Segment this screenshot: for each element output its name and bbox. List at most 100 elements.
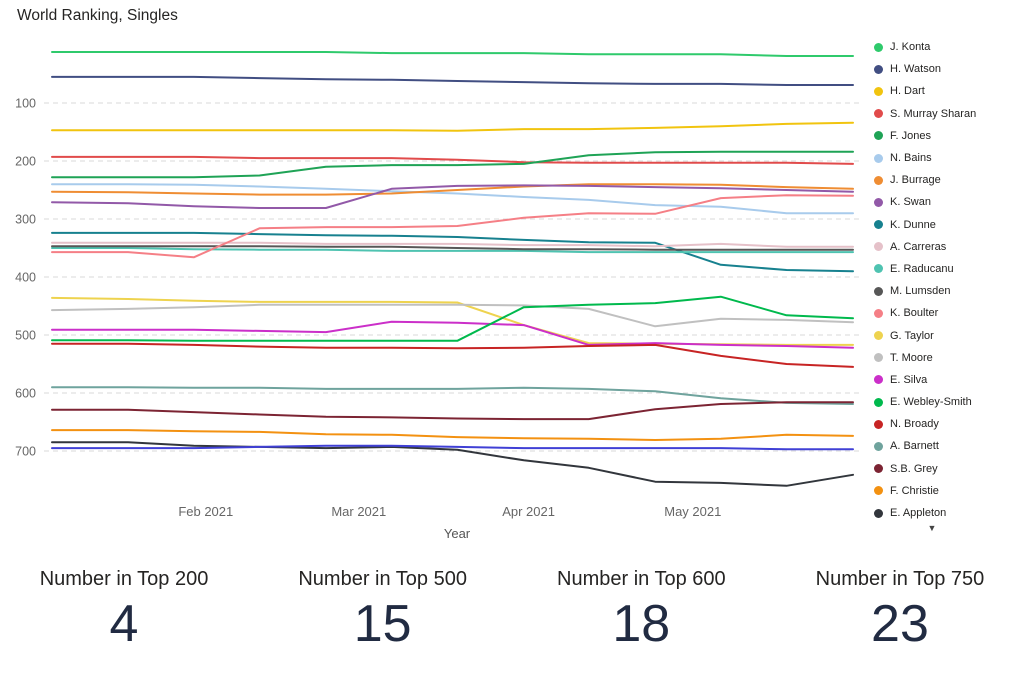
kpi-value: 23: [871, 595, 929, 653]
legend-color-dot: [874, 42, 883, 52]
legend-item-n-broady[interactable]: N. Broady: [874, 413, 1022, 435]
legend-item-h-watson[interactable]: H. Watson: [874, 58, 1022, 80]
legend-item-label: H. Watson: [890, 63, 941, 76]
legend-color-dot: [874, 375, 883, 385]
legend-item-j-burrage[interactable]: J. Burrage: [874, 169, 1022, 191]
legend-overflow-button[interactable]: ▼: [924, 522, 940, 534]
series-line-k-boulter[interactable]: [51, 194, 854, 259]
series-line-f-jones[interactable]: [51, 150, 854, 179]
legend-item-k-boulter[interactable]: K. Boulter: [874, 302, 1022, 324]
legend-item-k-swan[interactable]: K. Swan: [874, 191, 1022, 213]
y-tick-label: 200: [15, 155, 36, 169]
series-line-j-burrage[interactable]: [51, 183, 854, 196]
series-line-hidden[interactable]: [51, 444, 854, 451]
legend-item-t-moore[interactable]: T. Moore: [874, 347, 1022, 369]
legend-item-label: T. Moore: [890, 351, 933, 364]
legend-item-a-carreras[interactable]: A. Carreras: [874, 236, 1022, 258]
legend-color-dot: [874, 464, 883, 474]
legend-item-e-webley-smith[interactable]: E. Webley-Smith: [874, 391, 1022, 413]
x-axis-title: Year: [444, 526, 471, 541]
series-line-n-bains[interactable]: [51, 183, 854, 215]
kpi-value: 4: [109, 595, 139, 653]
legend-item-label: E. Raducanu: [890, 262, 954, 275]
legend-color-dot: [874, 197, 883, 207]
legend-color-dot: [874, 109, 883, 119]
legend-item-m-lumsden[interactable]: M. Lumsden: [874, 280, 1022, 302]
legend-item-label: S.B. Grey: [890, 462, 938, 475]
legend-item-label: G. Taylor: [890, 329, 934, 342]
series-line-k-dunne[interactable]: [51, 231, 854, 273]
series-line-f-christie[interactable]: [51, 429, 854, 441]
y-tick-label: 500: [15, 329, 36, 343]
series-line-e-appleton[interactable]: [51, 441, 854, 487]
legend-item-g-taylor[interactable]: G. Taylor: [874, 324, 1022, 346]
series-line-s-murray-sharan[interactable]: [51, 155, 854, 165]
legend-color-dot: [874, 419, 883, 429]
kpi-label: Number in Top 600: [557, 568, 726, 590]
series-line-j-konta[interactable]: [51, 51, 854, 57]
x-tick-label: Feb 2021: [178, 504, 233, 519]
legend-item-n-bains[interactable]: N. Bains: [874, 147, 1022, 169]
legend-color-dot: [874, 286, 883, 296]
series-line-s-b-grey[interactable]: [51, 401, 854, 421]
series-line-e-webley-smith[interactable]: [51, 295, 854, 342]
legend-item-e-silva[interactable]: E. Silva: [874, 369, 1022, 391]
ranking-chart-panel: World Ranking, Singles 100 200 300 400 500 60…: [15, 7, 1022, 541]
y-tick-label: 300: [15, 213, 36, 227]
kpi-value: 18: [612, 595, 671, 653]
legend-item-label: K. Boulter: [890, 307, 939, 320]
kpi-card-top600: Number in Top 600 18: [527, 556, 755, 680]
kpi-row: Number in Top 200 4 Number in Top 500 15…: [0, 556, 1024, 680]
legend-item-label: A. Carreras: [890, 240, 947, 253]
legend-item-j-konta[interactable]: J. Konta: [874, 36, 1022, 58]
kpi-card-top750: Number in Top 750 23: [786, 556, 1014, 680]
legend-color-dot: [874, 353, 883, 363]
legend-color-dot: [874, 508, 883, 518]
series-line-t-moore[interactable]: [51, 303, 854, 328]
legend-color-dot: [874, 486, 883, 496]
series-line-k-swan[interactable]: [51, 184, 854, 209]
legend-item-h-dart[interactable]: H. Dart: [874, 80, 1022, 102]
legend-item-k-dunne[interactable]: K. Dunne: [874, 214, 1022, 236]
legend-item-label: N. Broady: [890, 418, 939, 431]
series-line-a-barnett[interactable]: [51, 386, 854, 405]
y-tick-label: 600: [15, 387, 36, 401]
legend-item-s-murray-sharan[interactable]: S. Murray Sharan: [874, 103, 1022, 125]
x-axis-labels: Feb 2021 Mar 2021 Apr 2021 May 2021: [178, 504, 721, 519]
y-axis-labels: 100 200 300 400 500 600 700: [15, 97, 36, 459]
series-line-m-lumsden[interactable]: [51, 245, 854, 251]
legend-item-e-raducanu[interactable]: E. Raducanu: [874, 258, 1022, 280]
legend-color-dot: [874, 64, 883, 74]
y-tick-label: 700: [15, 445, 36, 459]
legend-item-e-appleton[interactable]: E. Appleton: [874, 502, 1022, 524]
series-line-h-dart[interactable]: [51, 121, 854, 132]
legend-item-label: A. Barnett: [890, 440, 939, 453]
kpi-card-top200: Number in Top 200 4: [10, 556, 238, 680]
x-tick-label: Apr 2021: [502, 504, 555, 519]
legend-color-dot: [874, 131, 883, 141]
legend-item-label: F. Christie: [890, 484, 939, 497]
series-lines: [51, 51, 854, 487]
chart-legend: J. Konta H. Watson H. Dart S. Murray Sharan…: [874, 36, 1022, 524]
series-line-n-broady[interactable]: [51, 342, 854, 368]
legend-item-f-christie[interactable]: F. Christie: [874, 480, 1022, 502]
legend-item-label: S. Murray Sharan: [890, 107, 977, 120]
legend-item-label: M. Lumsden: [890, 285, 951, 298]
legend-item-label: E. Silva: [890, 373, 928, 386]
legend-color-dot: [874, 308, 883, 318]
kpi-label: Number in Top 500: [298, 568, 467, 590]
legend-item-label: J. Burrage: [890, 174, 941, 187]
series-line-e-raducanu[interactable]: [51, 247, 854, 254]
series-line-a-carreras[interactable]: [51, 241, 854, 248]
legend-item-s-b-grey[interactable]: S.B. Grey: [874, 458, 1022, 480]
series-line-e-silva[interactable]: [51, 320, 854, 349]
legend-color-dot: [874, 175, 883, 185]
gridlines: [44, 102, 862, 452]
legend-color-dot: [874, 264, 883, 274]
chevron-down-icon: ▼: [927, 523, 937, 533]
series-line-h-watson[interactable]: [51, 75, 854, 86]
legend-item-a-barnett[interactable]: A. Barnett: [874, 435, 1022, 457]
legend-item-label: N. Bains: [890, 152, 932, 165]
legend-item-f-jones[interactable]: F. Jones: [874, 125, 1022, 147]
